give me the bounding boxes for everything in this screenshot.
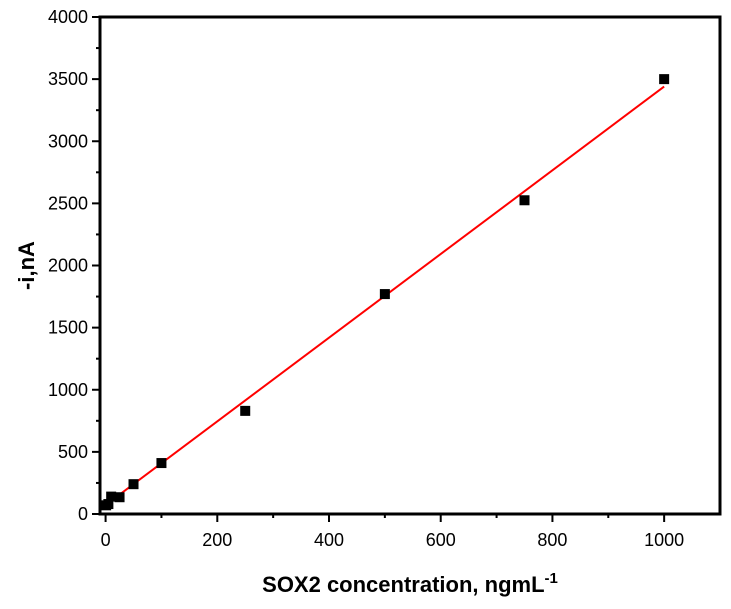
x-tick-label: 800	[537, 530, 567, 550]
x-axis-ticks: 0 200 400 600 800 1000	[101, 514, 684, 550]
data-point	[128, 479, 139, 490]
y-tick-label: 1500	[48, 318, 88, 338]
data-point	[114, 492, 125, 503]
data-point	[103, 499, 114, 510]
y-tick-label: 3500	[48, 69, 88, 89]
data-point	[106, 491, 117, 502]
y-tick-label: 0	[78, 504, 88, 524]
data-point	[156, 458, 167, 469]
plot-frame	[98, 15, 722, 516]
x-axis-title-text: SOX2 concentration, ngmL	[262, 572, 544, 597]
data-point	[379, 289, 390, 300]
y-tick-label: 2500	[48, 193, 88, 213]
x-tick-label: 600	[426, 530, 456, 550]
y-axis-ticks: 0 500 1000 1500 2000 2500 3000 3500 4000	[48, 7, 100, 524]
y-tick-label: 4000	[48, 7, 88, 27]
data-point	[519, 195, 530, 206]
y-tick-label: 3000	[48, 131, 88, 151]
x-tick-label: 200	[202, 530, 232, 550]
data-point	[240, 405, 251, 416]
x-axis-title: SOX2 concentration, ngmL-1	[262, 570, 558, 597]
x-tick-label: 1000	[644, 530, 684, 550]
data-points	[101, 74, 670, 511]
y-tick-label: 500	[58, 442, 88, 462]
y-axis-title: -i,nA	[14, 241, 39, 290]
y-tick-label: 2000	[48, 256, 88, 276]
x-axis-title-superscript: -1	[545, 570, 558, 587]
x-tick-label: 0	[101, 530, 111, 550]
data-point	[659, 74, 670, 85]
y-tick-label: 1000	[48, 380, 88, 400]
x-tick-label: 400	[314, 530, 344, 550]
